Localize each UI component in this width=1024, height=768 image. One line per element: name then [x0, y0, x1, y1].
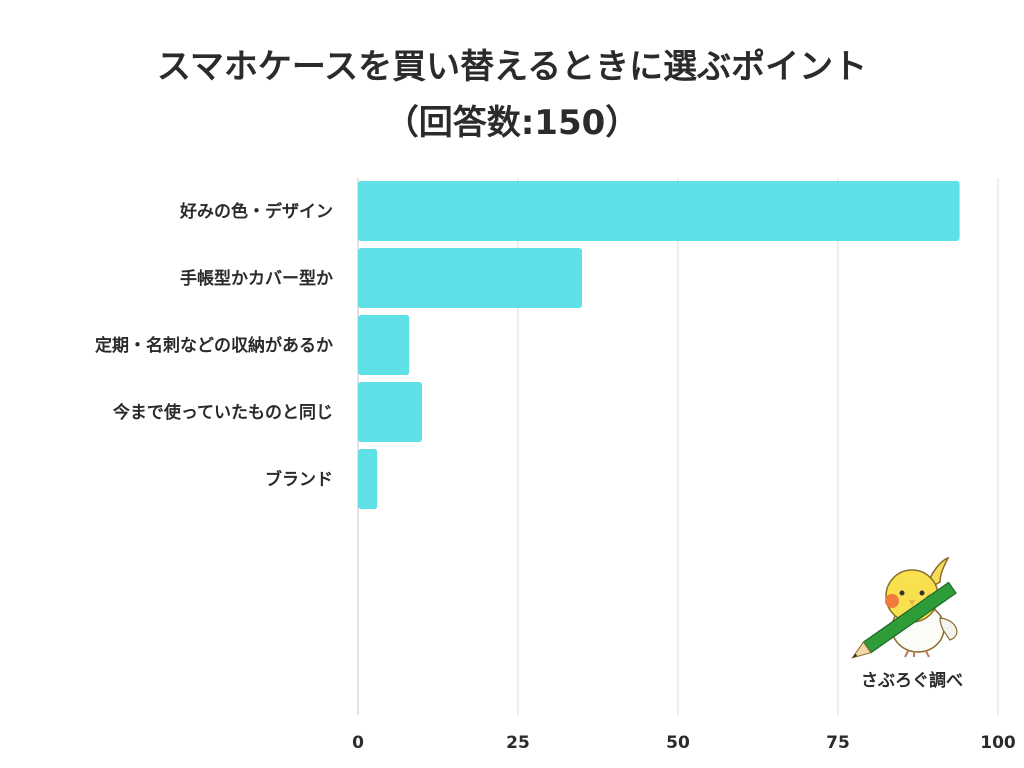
- category-label: 定期・名刺などの収納があるか: [95, 335, 333, 356]
- x-tick-label: 0: [352, 733, 364, 753]
- bar: [358, 449, 378, 509]
- bar: [358, 181, 960, 241]
- x-tick-label: 50: [666, 733, 690, 753]
- chart-subtitle: （回答数:150）: [385, 103, 640, 143]
- cockatiel-with-pencil-icon: [851, 556, 958, 659]
- bar: [358, 248, 582, 308]
- x-tick-label: 100: [980, 733, 1016, 753]
- tick-labels: 0 25 50 75 100: [352, 733, 1016, 753]
- category-label: ブランド: [265, 469, 333, 490]
- credit-label: さぶろぐ調べ: [861, 670, 963, 691]
- bar: [358, 315, 410, 375]
- bars: [358, 181, 960, 509]
- category-label: 好みの色・デザイン: [179, 201, 333, 222]
- x-tick-label: 75: [826, 733, 850, 753]
- category-label: 今まで使っていたものと同じ: [113, 402, 333, 423]
- chart-title: スマホケースを買い替えるときに選ぶポイント: [157, 47, 867, 87]
- category-labels: 好みの色・デザイン手帳型かカバー型か定期・名刺などの収納があるか今まで使っていた…: [95, 201, 333, 490]
- x-tick-label: 25: [506, 733, 530, 753]
- bar: [358, 382, 422, 442]
- category-label: 手帳型かカバー型か: [180, 268, 333, 289]
